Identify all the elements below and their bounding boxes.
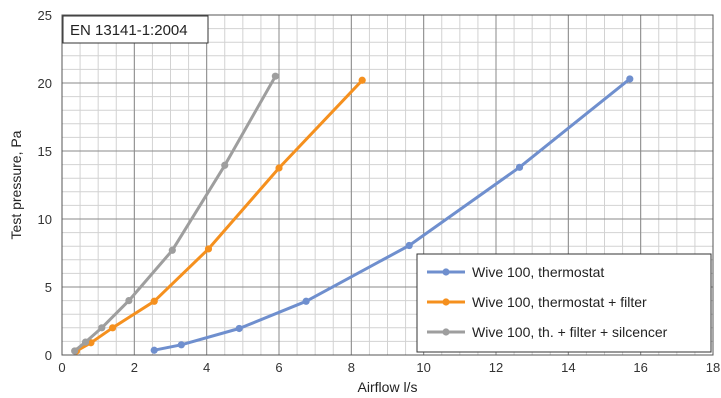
data-point: [71, 347, 79, 355]
data-point: [81, 338, 90, 346]
x-tick-label: 6: [275, 360, 282, 375]
x-tick-label: 10: [416, 360, 430, 375]
legend-swatch-marker: [442, 268, 450, 276]
standard-annotation-box: [62, 15, 209, 44]
legend-swatch-marker: [442, 298, 450, 306]
legend-item-1: Wive 100, thermostat: [427, 264, 604, 280]
data-point: [358, 76, 366, 84]
legend-box: [416, 253, 712, 353]
y-tick-label: 15: [38, 144, 52, 159]
legend-label: Wive 100, thermostat + filter: [472, 294, 647, 310]
y-tick-label: 5: [45, 280, 52, 295]
y-axis-label: Test pressure, Pa: [8, 130, 24, 239]
y-tick-label: 10: [38, 212, 52, 227]
x-tick-label: 8: [348, 360, 355, 375]
data-point: [235, 324, 243, 333]
legend-item-3: Wive 100, th. + filter + silcencer: [427, 324, 668, 340]
series-line-3: [73, 74, 277, 353]
x-axis-ticks: 0 2 4 6 8 10 12 14 16 18: [58, 360, 720, 375]
data-point: [168, 246, 176, 254]
x-axis-label: Airflow l/s: [358, 379, 418, 395]
legend-item-2: Wive 100, thermostat + filter: [427, 294, 647, 310]
data-point: [204, 245, 213, 253]
data-point: [302, 297, 310, 305]
data-point: [150, 297, 158, 305]
x-tick-label: 12: [489, 360, 503, 375]
series-layer: [71, 72, 634, 355]
x-tick-label: 14: [561, 360, 575, 375]
standard-annotation: EN 13141-1:2004: [62, 15, 209, 44]
y-tick-label: 25: [38, 8, 52, 23]
series-3: [71, 72, 279, 355]
data-point: [109, 324, 117, 332]
data-point: [626, 75, 634, 83]
y-tick-label: 0: [45, 348, 52, 363]
plot-border: [61, 14, 714, 356]
data-point: [125, 297, 133, 305]
series-1: [150, 75, 634, 354]
y-tick-label: 20: [38, 76, 52, 91]
data-point: [177, 341, 185, 349]
data-point: [515, 163, 524, 171]
x-tick-label: 18: [706, 360, 720, 375]
legend: Wive 100, thermostat Wive 100, thermostat…: [416, 253, 712, 353]
legend-label: Wive 100, thermostat: [472, 264, 604, 280]
data-point: [98, 324, 106, 332]
data-point: [271, 72, 279, 80]
data-point: [221, 161, 229, 169]
legend-swatch-marker: [442, 328, 450, 336]
y-axis-ticks: 0 5 10 15 20 25: [38, 8, 52, 363]
standard-annotation-text: EN 13141-1:2004: [70, 22, 188, 39]
x-tick-label: 2: [131, 360, 138, 375]
x-tick-label: 0: [58, 360, 65, 375]
x-tick-label: 4: [203, 360, 210, 375]
x-tick-label: 16: [633, 360, 647, 375]
legend-label: Wive 100, th. + filter + silcencer: [472, 324, 668, 340]
data-point: [275, 164, 283, 172]
data-point: [405, 241, 413, 250]
data-point: [150, 346, 158, 354]
data-point: [87, 339, 95, 347]
